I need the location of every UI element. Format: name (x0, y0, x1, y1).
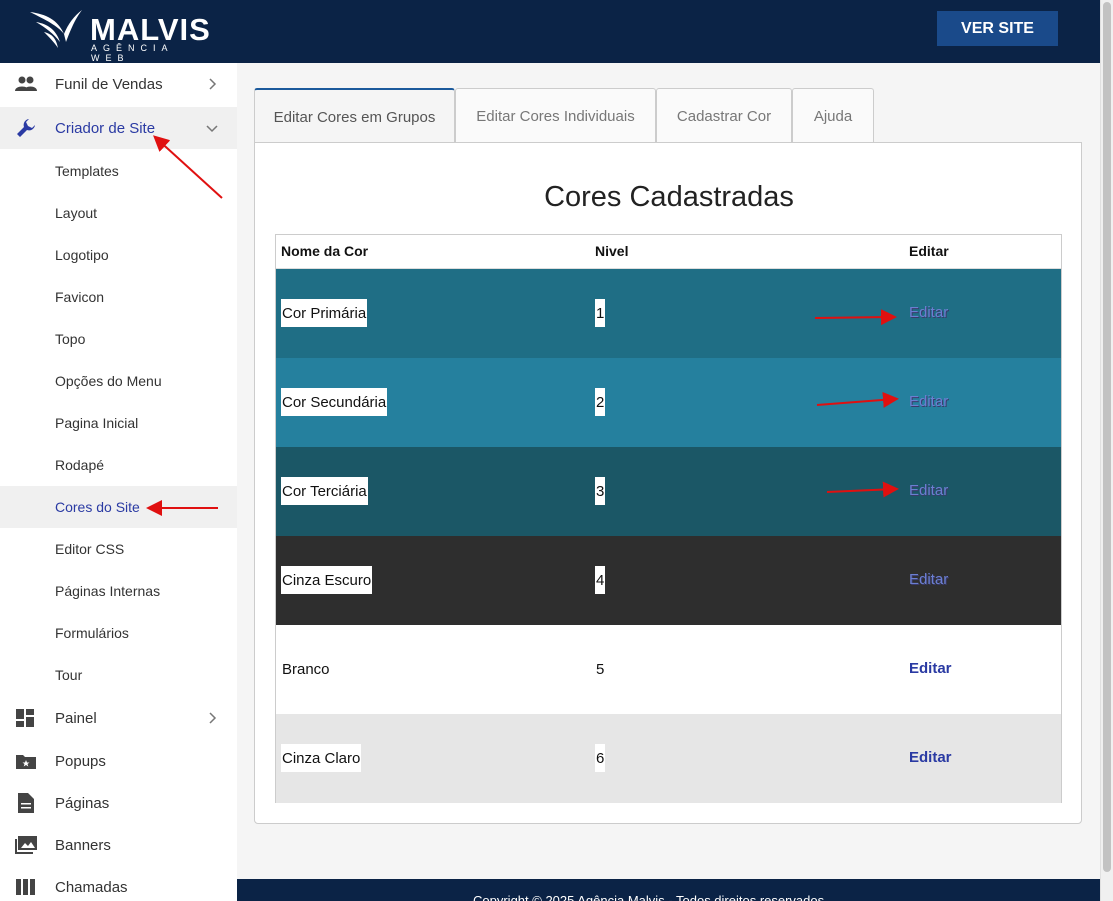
color-level: 5 (596, 660, 605, 678)
sidebar-subitem-label: Tour (55, 667, 83, 683)
sidebar: Funil de Vendas Criador de Site Template… (0, 63, 237, 901)
edit-link[interactable]: Editar (909, 482, 949, 499)
sidebar-subitem-rodape[interactable]: Rodapé (0, 444, 237, 486)
sidebar-subitem-label: Formulários (55, 625, 129, 641)
sidebar-subitem-label: Logotipo (55, 247, 109, 263)
sidebar-subitem-tour[interactable]: Tour (0, 654, 237, 696)
color-name: Cor Secundária (281, 388, 388, 416)
sidebar-item-funil-de-vendas[interactable]: Funil de Vendas (0, 63, 237, 105)
color-level: 2 (595, 388, 606, 416)
page-footer: Copyright © 2025 Agência Malvis - Todos … (237, 879, 1100, 901)
top-header: MALVIS AGÊNCIA WEB VER SITE (0, 0, 1100, 63)
sidebar-item-painel[interactable]: Painel (0, 697, 237, 739)
page-title: Cores Cadastradas (544, 181, 794, 213)
table-row: Branco 5 Editar (276, 625, 1061, 714)
sidebar-subitem-label: Pagina Inicial (55, 415, 139, 431)
ver-site-button[interactable]: VER SITE (937, 11, 1058, 46)
edit-link[interactable]: Editar (909, 304, 949, 321)
footer-copyright: Copyright © 2025 Agência Malvis - Todos … (473, 893, 825, 901)
table-row: Cor Primária 1 Editar (276, 269, 1061, 358)
logo-subtitle: AGÊNCIA WEB (91, 43, 174, 63)
color-name: Cor Primária (281, 299, 368, 327)
sidebar-subitem-label: Rodapé (55, 457, 105, 473)
sidebar-item-label: Funil de Vendas (55, 75, 163, 93)
sidebar-item-paginas[interactable]: Páginas (0, 782, 237, 824)
column-header-nivel: Nivel (595, 243, 629, 259)
sidebar-item-popups[interactable]: Popups (0, 740, 237, 782)
sidebar-subitem-label: Topo (55, 331, 86, 347)
sidebar-item-banners[interactable]: Banners (0, 824, 237, 866)
chevron-down-icon (206, 125, 218, 133)
chevron-right-icon (209, 712, 217, 724)
sidebar-item-label: Banners (55, 836, 111, 854)
sidebar-item-criador-de-site[interactable]: Criador de Site (0, 107, 237, 149)
table-row: Cor Terciária 3 Editar (276, 447, 1061, 536)
sidebar-subitem-label: Editor CSS (55, 541, 125, 557)
tab-cadastrar-cor[interactable]: Cadastrar Cor (656, 88, 792, 143)
sidebar-subitem-label: Opções do Menu (55, 373, 162, 389)
sidebar-item-label: Painel (55, 709, 97, 727)
table-header: Nome da Cor Nivel Editar (276, 235, 1061, 269)
sidebar-subitem-label: Páginas Internas (55, 583, 161, 599)
logo-text: MALVIS (90, 12, 211, 47)
column-header-editar: Editar (909, 243, 949, 259)
sidebar-subitem-label: Cores do Site (55, 499, 140, 515)
dashboard-icon (15, 707, 37, 729)
color-name: Branco (282, 660, 330, 678)
tab-panel: Cores Cadastradas Nome da Cor Nivel Edit… (254, 142, 1082, 824)
sidebar-item-label: Criador de Site (55, 119, 156, 137)
sidebar-subitem-label: Layout (55, 205, 98, 221)
tab-ajuda[interactable]: Ajuda (792, 88, 874, 143)
malvis-logo[interactable]: MALVIS AGÊNCIA WEB (28, 8, 211, 63)
sidebar-subitem-logotipo[interactable]: Logotipo (0, 234, 237, 276)
color-name: Cinza Claro (281, 744, 362, 772)
chevron-right-icon (209, 78, 217, 90)
tab-editar-cores-individuais[interactable]: Editar Cores Individuais (455, 88, 656, 143)
vertical-scrollbar[interactable] (1100, 0, 1113, 901)
sidebar-item-label: Popups (55, 752, 106, 770)
sidebar-subitem-cores-do-site[interactable]: Cores do Site (0, 486, 237, 528)
color-name: Cor Terciária (281, 477, 368, 505)
sidebar-subitem-paginas-internas[interactable]: Páginas Internas (0, 570, 237, 612)
color-level: 1 (595, 299, 606, 327)
colors-table: Nome da Cor Nivel Editar Cor Primária 1 … (275, 234, 1062, 803)
table-row: Cor Secundária 2 Editar (276, 358, 1061, 447)
sidebar-subitem-editor-css[interactable]: Editor CSS (0, 528, 237, 570)
people-icon (15, 73, 37, 95)
edit-link[interactable]: Editar (909, 571, 949, 588)
document-icon (15, 792, 37, 814)
edit-link[interactable]: Editar (909, 660, 952, 677)
images-icon (15, 834, 37, 856)
tab-editar-cores-em-grupos[interactable]: Editar Cores em Grupos (254, 88, 455, 144)
table-row: Cinza Claro 6 Editar (276, 714, 1061, 803)
sidebar-item-label: Chamadas (55, 878, 128, 896)
sidebar-item-label: Páginas (55, 794, 110, 812)
edit-link[interactable]: Editar (909, 393, 949, 410)
wrench-icon (15, 117, 37, 139)
color-level: 4 (595, 566, 606, 594)
folder-star-icon (15, 750, 37, 772)
columns-icon (15, 876, 37, 898)
sidebar-subitem-pagina-inicial[interactable]: Pagina Inicial (0, 402, 237, 444)
sidebar-subitem-layout[interactable]: Layout (0, 192, 237, 234)
color-level: 3 (595, 477, 606, 505)
sidebar-item-chamadas[interactable]: Chamadas (0, 866, 237, 901)
scrollbar-thumb[interactable] (1103, 2, 1111, 872)
logo-wings-icon (30, 10, 82, 48)
sidebar-subitem-formularios[interactable]: Formulários (0, 612, 237, 654)
sidebar-subitem-opcoes-do-menu[interactable]: Opções do Menu (0, 360, 237, 402)
column-header-nome: Nome da Cor (281, 243, 369, 259)
sidebar-subitem-favicon[interactable]: Favicon (0, 276, 237, 318)
sidebar-subitem-templates[interactable]: Templates (0, 150, 237, 192)
color-name: Cinza Escuro (281, 566, 373, 594)
color-level: 6 (595, 744, 606, 772)
sidebar-subitem-label: Templates (55, 163, 119, 179)
edit-link[interactable]: Editar (909, 749, 952, 766)
sidebar-subitem-topo[interactable]: Topo (0, 318, 237, 360)
table-row: Cinza Escuro 4 Editar (276, 536, 1061, 625)
sidebar-subitem-label: Favicon (55, 289, 105, 305)
